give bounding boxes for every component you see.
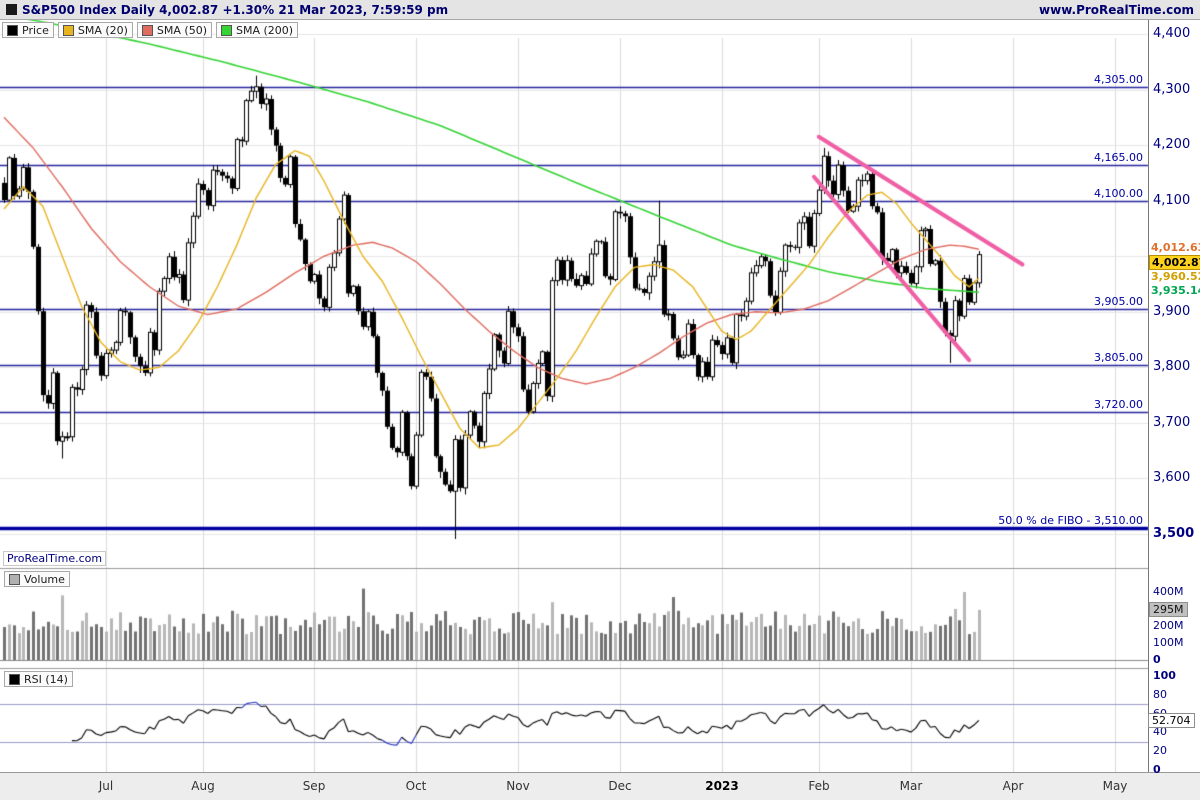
y-axis-label: 4,400 xyxy=(1153,26,1191,41)
month-label: Feb xyxy=(808,779,830,793)
level-label: 4,165.00 xyxy=(1094,150,1143,164)
volume-axis-label: 0 xyxy=(1153,653,1161,666)
level-label: 4,100.00 xyxy=(1094,186,1143,200)
level-label: 3,720.00 xyxy=(1094,397,1143,411)
price-axis-column[interactable] xyxy=(1148,20,1200,772)
legend-item-volume[interactable]: Volume xyxy=(4,571,70,587)
price-tag: 4,012.63 xyxy=(1149,241,1200,255)
legend-label: Volume xyxy=(24,572,65,586)
watermark: ProRealTime.com xyxy=(3,551,107,566)
y-axis-label: 4,200 xyxy=(1153,137,1191,153)
rsi-axis-label: 20 xyxy=(1153,744,1167,758)
y-axis-label: 4,300 xyxy=(1153,81,1191,97)
legend-item-price[interactable]: Price xyxy=(2,22,54,38)
rsi-current-badge: 52.704 xyxy=(1148,713,1195,729)
month-label: May xyxy=(1102,779,1128,793)
main-legend: Price SMA (20) SMA (50) SMA (200) xyxy=(2,22,302,38)
price-tag: 4,002.87 xyxy=(1149,255,1200,271)
month-label: Jul xyxy=(98,779,114,793)
legend-swatch xyxy=(9,673,20,685)
time-axis[interactable] xyxy=(0,772,1200,800)
level-label: 4,305.00 xyxy=(1094,72,1143,86)
y-axis-label: 3,900 xyxy=(1153,303,1191,319)
legend-label: SMA (20) xyxy=(77,23,128,37)
level-label: 3,905.00 xyxy=(1094,295,1143,308)
legend-swatch xyxy=(141,24,153,36)
month-label: Mar xyxy=(899,779,923,793)
legend-item-rsi-14-[interactable]: RSI (14) xyxy=(4,671,73,687)
header-bar: S&P500 Index Daily 4,002.87 +1.30% 21 Ma… xyxy=(0,0,1200,20)
price-tag: 3,960.52 xyxy=(1149,270,1200,284)
month-label: Oct xyxy=(405,779,427,793)
volume-axis-label: 200M xyxy=(1153,619,1184,632)
volume-current-badge: 295M xyxy=(1149,601,1188,617)
month-label: Apr xyxy=(1002,779,1024,793)
volume-axis-label: 100M xyxy=(1153,636,1184,649)
month-label: Dec xyxy=(608,779,632,793)
legend-label: SMA (50) xyxy=(156,23,207,37)
y-axis-label: 3,500 xyxy=(1153,526,1195,541)
level-label: 50.0 % de FIBO - 3,510.00 xyxy=(998,514,1143,528)
rsi-axis-label: 0 xyxy=(1153,763,1161,776)
website-link[interactable]: www.ProRealTime.com xyxy=(1039,2,1194,17)
chart-title: S&P500 Index Daily 4,002.87 +1.30% 21 Ma… xyxy=(22,2,449,17)
legend-swatch xyxy=(9,573,20,585)
legend-label: SMA (200) xyxy=(236,23,294,37)
legend-item-sma-200-[interactable]: SMA (200) xyxy=(216,22,299,38)
legend-label: RSI (14) xyxy=(24,672,68,686)
legend-swatch xyxy=(221,24,232,36)
level-label: 3,805.00 xyxy=(1094,350,1143,364)
legend-item-sma-20-[interactable]: SMA (20) xyxy=(57,22,133,38)
legend-item-sma-50-[interactable]: SMA (50) xyxy=(136,22,212,38)
y-axis-label: 3,800 xyxy=(1153,359,1191,375)
app-icon xyxy=(6,4,17,15)
rsi-axis-label: 100 xyxy=(1153,669,1176,682)
rsi-axis-label: 40 xyxy=(1153,725,1167,739)
month-label: Sep xyxy=(302,779,326,793)
y-axis-label: 4,100 xyxy=(1153,192,1191,208)
legend-swatch xyxy=(62,24,74,36)
month-label: Aug xyxy=(191,779,215,793)
month-label: Nov xyxy=(506,779,530,793)
rsi-axis-label: 80 xyxy=(1153,687,1167,701)
month-label: 2023 xyxy=(705,779,739,793)
legend-label: Price xyxy=(22,23,49,37)
volume-axis-label: 400M xyxy=(1153,585,1184,598)
price-tag: 3,935.14 xyxy=(1149,284,1200,298)
legend-swatch xyxy=(7,24,18,36)
y-axis-label: 3,600 xyxy=(1153,470,1191,486)
y-axis-label: 3,700 xyxy=(1153,414,1191,430)
